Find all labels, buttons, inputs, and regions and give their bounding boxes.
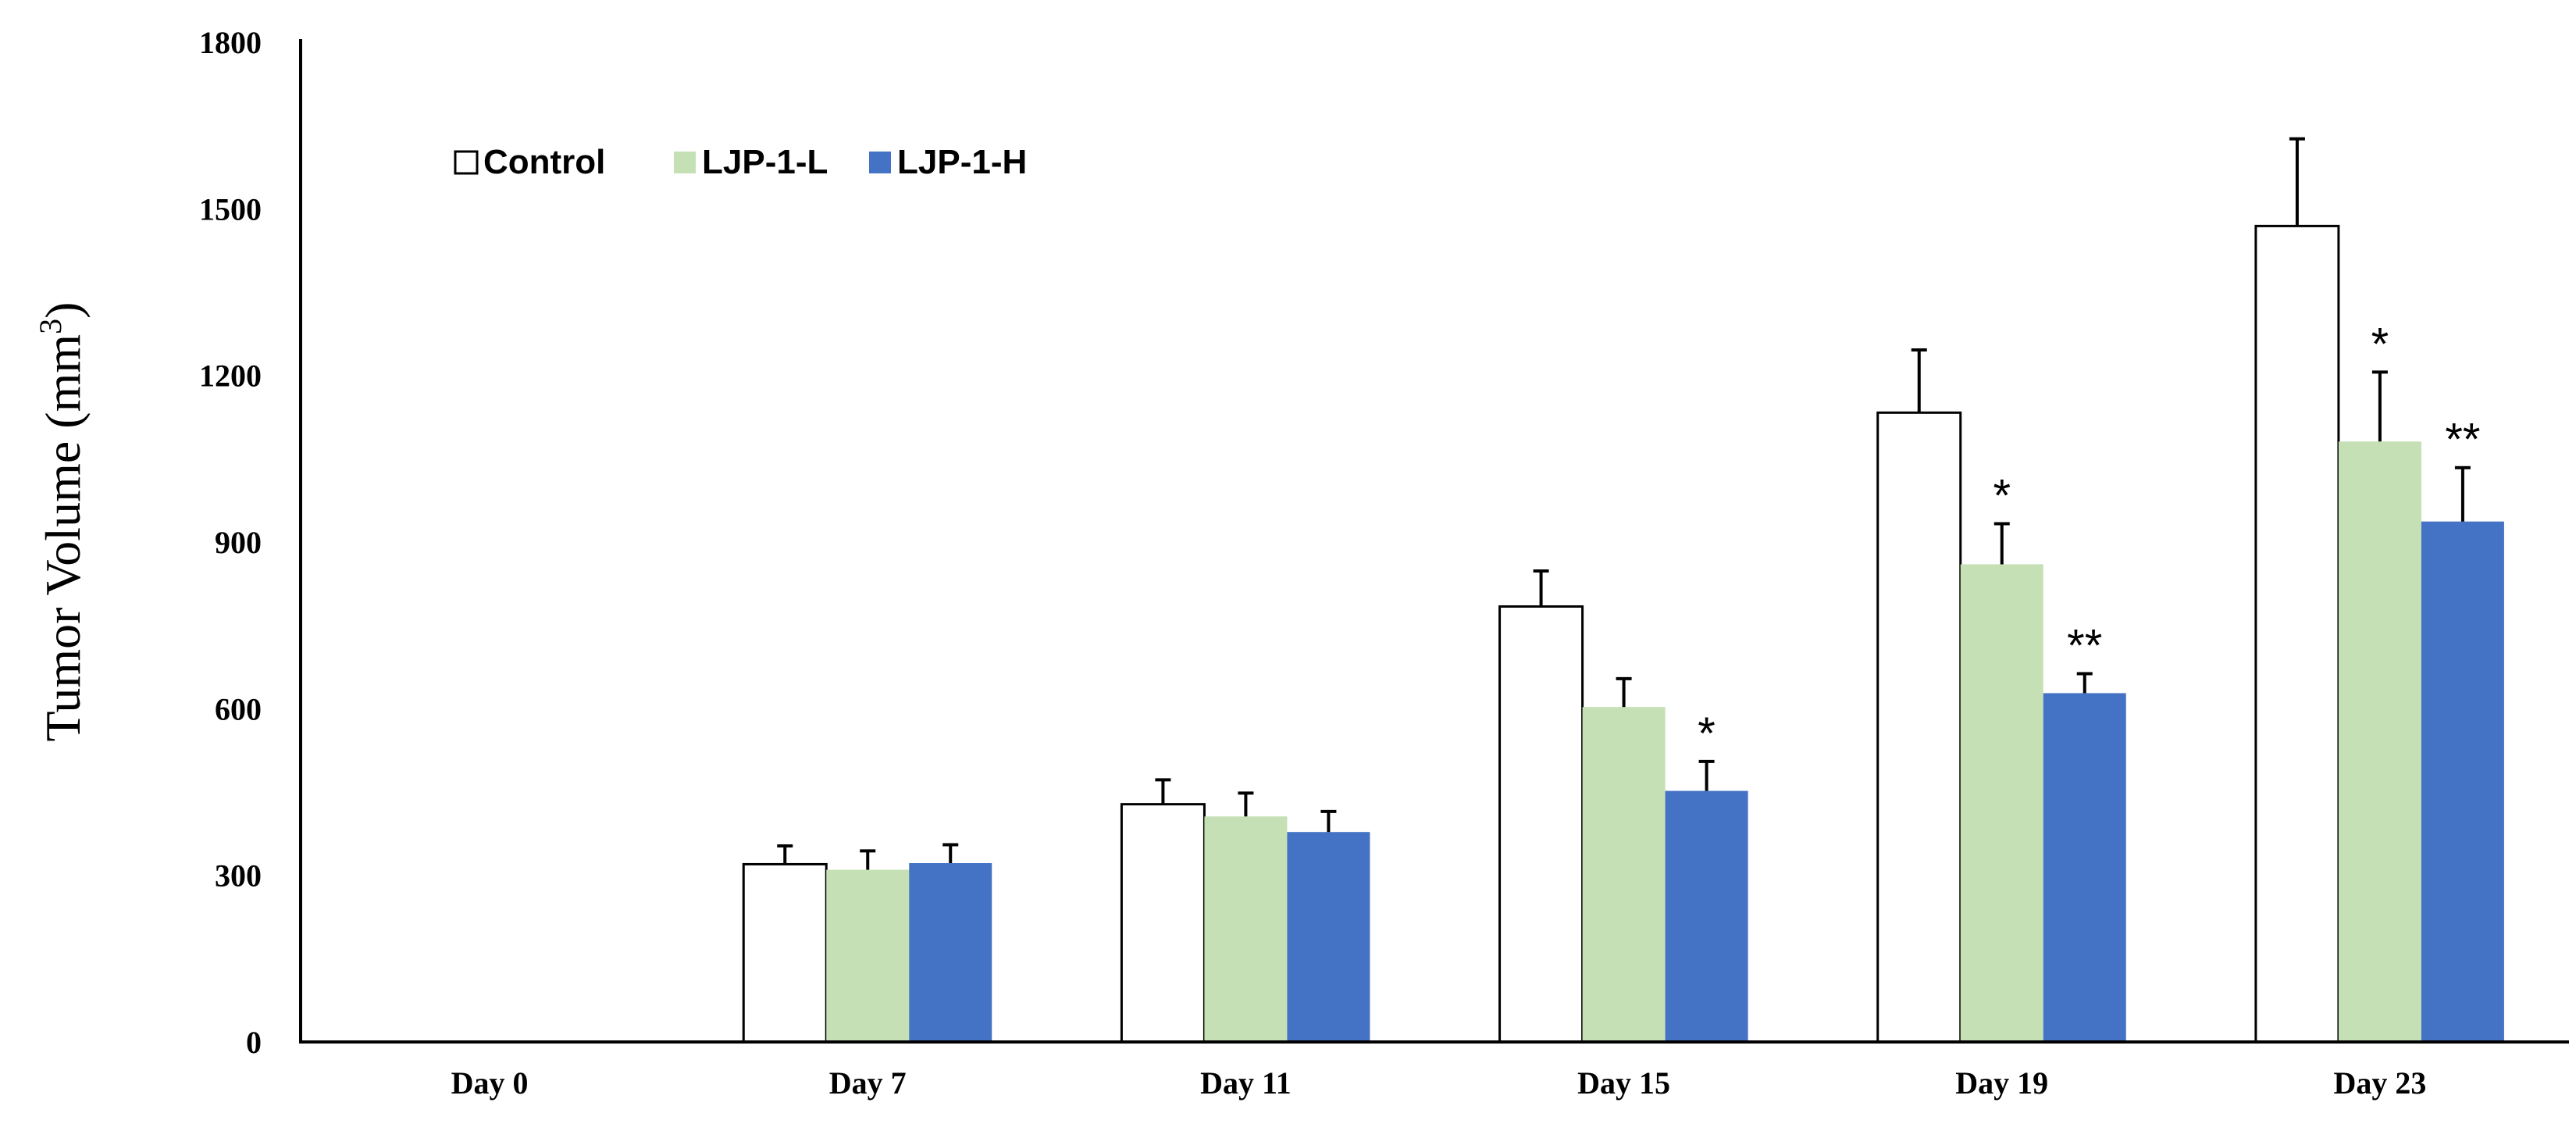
- legend-swatch-ljp-1-l: [674, 152, 696, 173]
- x-tick-label: Day 19: [1955, 1065, 2048, 1101]
- significance-label: **: [2445, 415, 2480, 466]
- bar-control: [1498, 605, 1584, 1044]
- x-tick-labels: Day 0 Day 7 Day 11 Day 15 Day 19 Day 23: [451, 1065, 2427, 1101]
- x-tick-label: Day 7: [829, 1065, 907, 1101]
- bar-ljp-1-h: [2043, 693, 2126, 1042]
- y-tick-label: 300: [215, 858, 262, 894]
- x-tick-label: Day 23: [2333, 1065, 2426, 1101]
- y-tick-label: 0: [246, 1025, 262, 1060]
- bar-ljp-1-h: [909, 863, 992, 1042]
- bar-ljp-1-l: [1960, 564, 2043, 1042]
- bar-ljp-1-h: [1287, 832, 1370, 1042]
- bar-control: [2254, 224, 2340, 1044]
- y-axis-label-close: ): [35, 302, 91, 319]
- significance-label: **: [2067, 621, 2102, 672]
- y-axis-label-text: Tumor Volume (mm: [35, 334, 91, 742]
- significance-label: *: [1993, 471, 2011, 522]
- bar-control: [742, 862, 828, 1044]
- bar-ljp-1-l: [2338, 441, 2421, 1042]
- bar-ljp-1-l: [826, 869, 910, 1042]
- y-tick-label: 1200: [199, 359, 262, 394]
- legend: Control LJP-1-L LJP-1-H: [454, 143, 1027, 181]
- y-tick-labels: 0 300 600 900 1200 1500 1800: [199, 25, 262, 1060]
- y-axis-label-superscript: 3: [33, 319, 68, 334]
- legend-swatch-ljp-1-h: [869, 152, 891, 173]
- significance-label: *: [2371, 319, 2389, 369]
- legend-label-ljp-1-h: LJP-1-H: [897, 143, 1027, 181]
- y-axis-label: Tumor Volume (mm3): [33, 302, 91, 742]
- significance-label: *: [1698, 708, 1716, 759]
- bar-ljp-1-l: [1582, 707, 1666, 1042]
- y-tick-label: 600: [215, 691, 262, 726]
- bar-control: [1876, 411, 1962, 1044]
- legend-label-control: Control: [483, 143, 605, 181]
- bar-ljp-1-h: [1665, 790, 1748, 1042]
- y-tick-label: 1500: [199, 191, 262, 227]
- x-tick-label: Day 0: [451, 1065, 529, 1101]
- axes: [299, 39, 2569, 1044]
- legend-label-ljp-1-l: LJP-1-L: [702, 143, 828, 181]
- bar-control: [1120, 803, 1206, 1044]
- x-tick-label: Day 11: [1200, 1065, 1292, 1101]
- x-tick-label: Day 15: [1577, 1065, 1670, 1101]
- y-tick-label: 1800: [199, 25, 262, 60]
- y-tick-label: 900: [215, 525, 262, 560]
- bar-ljp-1-l: [1204, 816, 1288, 1042]
- bar-ljp-1-h: [2421, 521, 2504, 1042]
- bars: *******: [742, 137, 2504, 1044]
- legend-swatch-control: [454, 150, 479, 175]
